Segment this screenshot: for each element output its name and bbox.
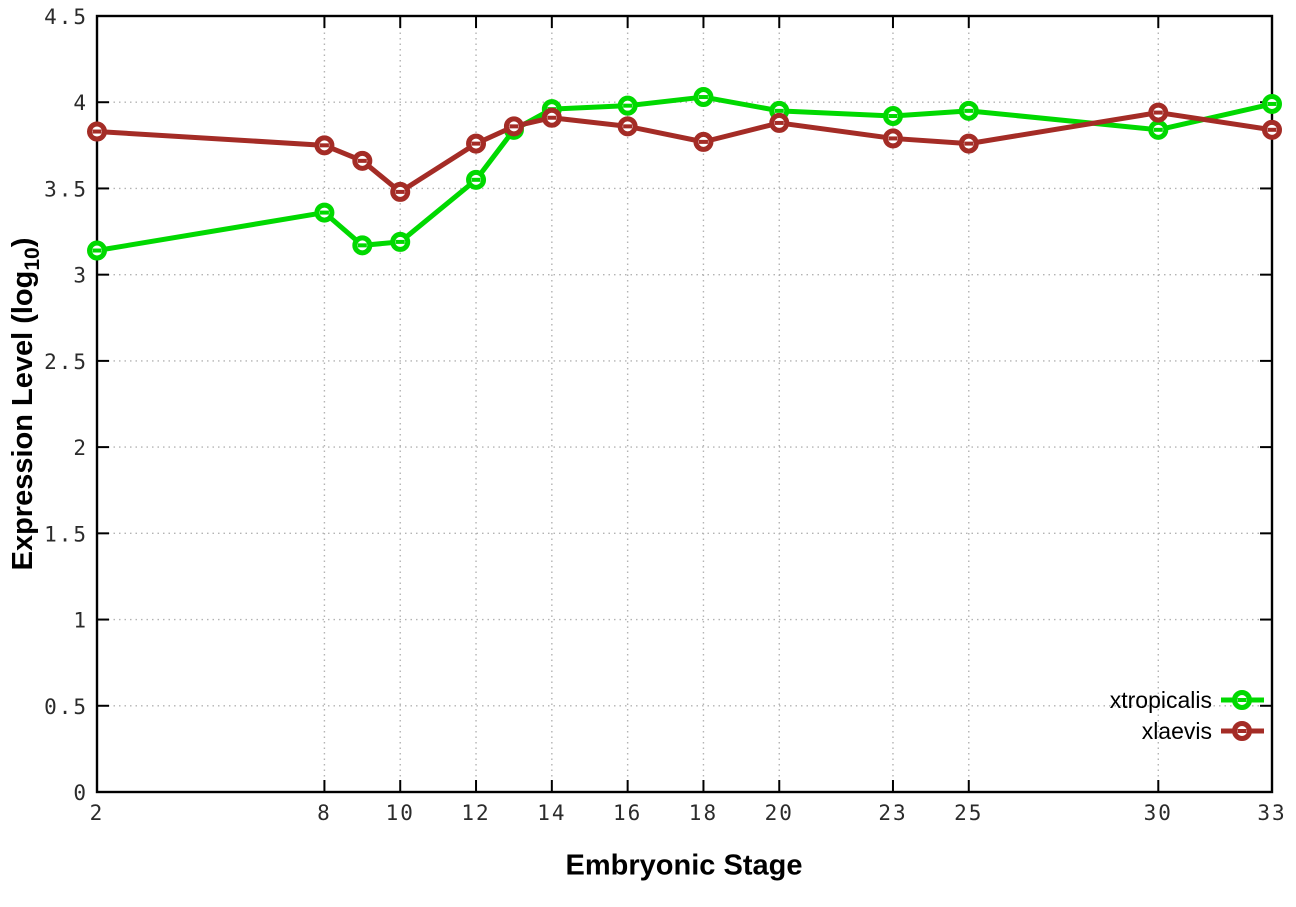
y-tick-label: 1 (73, 609, 88, 633)
y-tick-label: 4.5 (44, 5, 88, 29)
x-tick-label: 14 (537, 801, 566, 825)
y-axis-title-suffix: ) (7, 237, 40, 248)
x-tick-label: 20 (765, 801, 794, 825)
y-tick-label: 2.5 (44, 350, 88, 374)
legend-label-xtropicalis: xtropicalis (1110, 687, 1212, 713)
x-tick-label: 8 (317, 801, 332, 825)
y-tick-label: 4 (73, 91, 88, 115)
y-tick-label: 3 (73, 264, 88, 288)
x-tick-label: 16 (613, 801, 642, 825)
x-tick-label: 30 (1144, 801, 1173, 825)
y-axis-title-text: Expression Level (log (7, 270, 40, 571)
x-tick-label: 23 (878, 801, 907, 825)
x-axis-title: Embryonic Stage (565, 849, 803, 882)
y-tick-label: 2 (73, 436, 88, 460)
plot-frame (95, 14, 1274, 794)
x-tick-label: 12 (461, 801, 490, 825)
y-tick-label: 1.5 (44, 522, 88, 546)
series-xtropicalis (87, 87, 1282, 261)
x-axis: 2 8 10 12 14 16 18 20 23 25 30 33 (90, 16, 1286, 825)
grid-lines (97, 16, 1272, 792)
x-tick-label: 2 (90, 801, 105, 825)
series-line-xtropicalis (94, 94, 1275, 254)
y-tick-label: 0.5 (44, 695, 88, 719)
x-tick-label: 18 (689, 801, 718, 825)
y-axis: 0 0.5 1 1.5 2 2.5 3 3.5 4 4.5 (44, 5, 1272, 805)
y-axis-title-subscript: 10 (20, 247, 44, 271)
y-tick-label: 0 (73, 781, 88, 805)
x-tick-label: 25 (954, 801, 983, 825)
series-line-xlaevis (94, 110, 1275, 195)
plot-border (95, 14, 1274, 794)
y-axis-title: Expression Level (log10) (7, 238, 45, 571)
legend: xtropicalis xlaevis (1110, 687, 1264, 744)
series-xlaevis (87, 102, 1282, 202)
x-tick-label: 33 (1257, 801, 1286, 825)
legend-label-xlaevis: xlaevis (1142, 718, 1212, 744)
x-tick-label: 10 (386, 801, 415, 825)
y-tick-label: 3.5 (44, 177, 88, 201)
